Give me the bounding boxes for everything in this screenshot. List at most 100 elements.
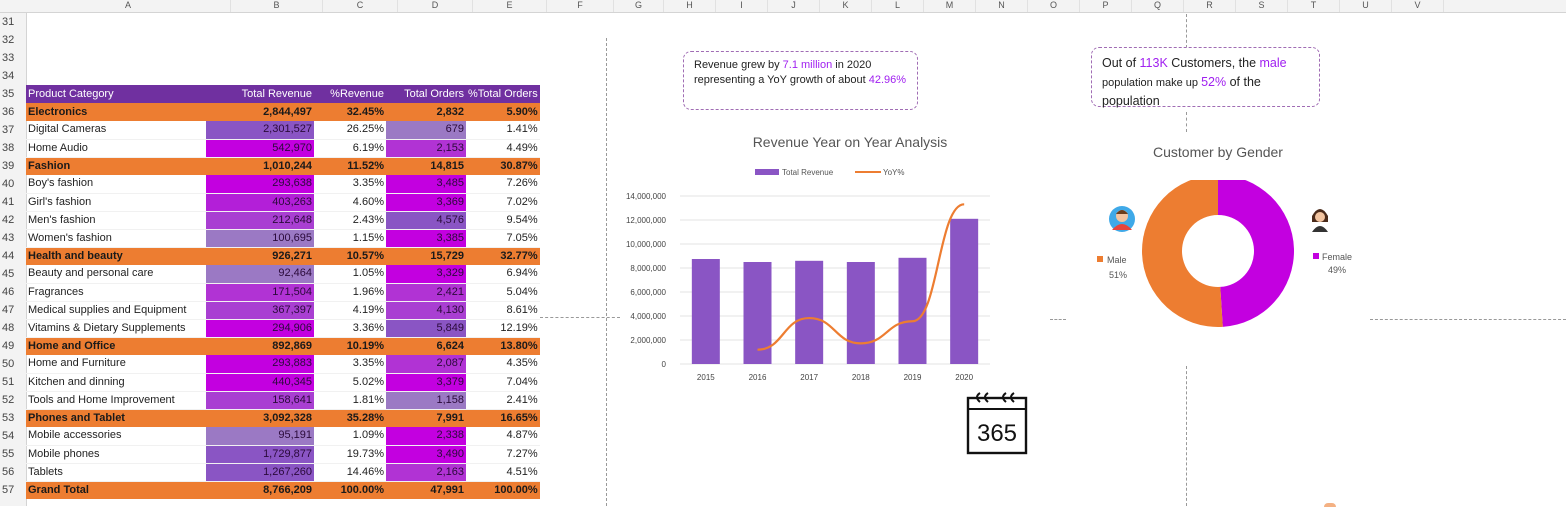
header-total-orders[interactable]: Total Orders	[386, 85, 466, 103]
column-header-n[interactable]: N	[976, 0, 1028, 12]
cell-pct-orders[interactable]: 4.35%	[466, 355, 540, 374]
cell-pct-revenue[interactable]: 4.60%	[314, 193, 386, 212]
cell-pct-orders[interactable]: 2.41%	[466, 391, 540, 410]
cell-pct-revenue[interactable]: 2.43%	[314, 211, 386, 230]
header-pct-revenue[interactable]: %Revenue	[314, 85, 386, 103]
cell-category[interactable]: Phones and Tablet	[26, 409, 206, 427]
header-pct-orders[interactable]: %Total Orders	[466, 85, 540, 103]
cell-pct-orders[interactable]: 7.05%	[466, 229, 540, 248]
cell-pct-orders[interactable]: 16.65%	[466, 409, 540, 427]
cell-category[interactable]: Grand Total	[26, 481, 206, 499]
cell-category[interactable]: Women's fashion	[26, 229, 206, 248]
cell-orders[interactable]: 7,991	[386, 409, 466, 427]
cell-category[interactable]: Fragrances	[26, 283, 206, 302]
cell-pct-revenue[interactable]: 5.02%	[314, 373, 386, 392]
cell-category[interactable]: Beauty and personal care	[26, 265, 206, 284]
cell-pct-revenue[interactable]: 3.36%	[314, 319, 386, 338]
cell-revenue[interactable]: 1,010,244	[206, 157, 314, 175]
cell-category[interactable]: Tablets	[26, 463, 206, 482]
row-header[interactable]: 50	[2, 358, 15, 370]
cell-pct-revenue[interactable]: 19.73%	[314, 445, 386, 464]
cell-pct-orders[interactable]: 9.54%	[466, 211, 540, 230]
cell-pct-orders[interactable]: 100.00%	[466, 481, 540, 499]
cell-revenue[interactable]: 2,844,497	[206, 103, 314, 121]
cell-revenue[interactable]: 1,267,260	[206, 463, 314, 482]
column-header-i[interactable]: I	[716, 0, 768, 12]
cell-pct-orders[interactable]: 8.61%	[466, 301, 540, 320]
cell-category[interactable]: Girl's fashion	[26, 193, 206, 212]
cell-revenue[interactable]: 3,092,328	[206, 409, 314, 427]
cell-category[interactable]: Boy's fashion	[26, 175, 206, 194]
cell-pct-orders[interactable]: 7.27%	[466, 445, 540, 464]
cell-pct-revenue[interactable]: 100.00%	[314, 481, 386, 499]
cell-pct-orders[interactable]: 7.04%	[466, 373, 540, 392]
row-header[interactable]: 46	[2, 286, 15, 298]
cell-revenue[interactable]: 926,271	[206, 247, 314, 265]
cell-orders[interactable]: 2,421	[386, 283, 466, 302]
revenue-chart[interactable]: Total Revenue YoY% 0 2,000,000 4,000,000 6,00…	[610, 160, 1010, 390]
cell-pct-revenue[interactable]: 32.45%	[314, 103, 386, 121]
cell-pct-orders[interactable]: 4.49%	[466, 139, 540, 158]
row-header[interactable]: 53	[2, 412, 15, 424]
column-header-t[interactable]: T	[1288, 0, 1340, 12]
cell-pct-orders[interactable]: 4.87%	[466, 427, 540, 446]
cell-pct-revenue[interactable]: 6.19%	[314, 139, 386, 158]
row-header[interactable]: 31	[2, 16, 15, 28]
cell-category[interactable]: Tools and Home Improvement	[26, 391, 206, 410]
row-header[interactable]: 51	[2, 376, 15, 388]
row-header[interactable]: 52	[2, 394, 15, 406]
row-header[interactable]: 36	[2, 106, 15, 118]
cell-category[interactable]: Kitchen and dinning	[26, 373, 206, 392]
column-header-f[interactable]: F	[547, 0, 614, 12]
cell-revenue[interactable]: 8,766,209	[206, 481, 314, 499]
row-header[interactable]: 47	[2, 304, 15, 316]
cell-pct-revenue[interactable]: 1.81%	[314, 391, 386, 410]
cell-category[interactable]: Home and Furniture	[26, 355, 206, 374]
cell-category[interactable]: Electronics	[26, 103, 206, 121]
cell-pct-orders[interactable]: 7.02%	[466, 193, 540, 212]
customer-callout[interactable]: Out of 113K Customers, the male populati…	[1091, 47, 1320, 108]
row-header[interactable]: 38	[2, 142, 15, 154]
column-header-s[interactable]: S	[1236, 0, 1288, 12]
cell-orders[interactable]: 2,153	[386, 139, 466, 158]
gender-chart[interactable]: Male 51% Female 49%	[1090, 180, 1360, 330]
cell-revenue[interactable]: 293,638	[206, 175, 314, 194]
cell-pct-orders[interactable]: 5.90%	[466, 103, 540, 121]
cell-category[interactable]: Mobile phones	[26, 445, 206, 464]
cell-orders[interactable]: 679	[386, 121, 466, 140]
cell-revenue[interactable]: 293,883	[206, 355, 314, 374]
column-header-h[interactable]: H	[664, 0, 716, 12]
row-header[interactable]: 41	[2, 196, 15, 208]
cell-orders[interactable]: 1,158	[386, 391, 466, 410]
column-header-b[interactable]: B	[231, 0, 323, 12]
row-header[interactable]: 54	[2, 430, 15, 442]
cell-orders[interactable]: 4,130	[386, 301, 466, 320]
cell-revenue[interactable]: 158,641	[206, 391, 314, 410]
pivot-table[interactable]: Product Category Total Revenue %Revenue …	[26, 85, 540, 499]
cell-orders[interactable]: 14,815	[386, 157, 466, 175]
cell-revenue[interactable]: 92,464	[206, 265, 314, 284]
row-header[interactable]: 49	[2, 340, 15, 352]
cell-revenue[interactable]: 294,906	[206, 319, 314, 338]
column-header-d[interactable]: D	[398, 0, 473, 12]
cell-pct-orders[interactable]: 30.87%	[466, 157, 540, 175]
cell-revenue[interactable]: 100,695	[206, 229, 314, 248]
cell-pct-orders[interactable]: 6.94%	[466, 265, 540, 284]
row-header[interactable]: 45	[2, 268, 15, 280]
cell-orders[interactable]: 2,338	[386, 427, 466, 446]
header-total-revenue[interactable]: Total Revenue	[206, 85, 314, 103]
column-header-a[interactable]: A	[26, 0, 231, 12]
column-header-o[interactable]: O	[1028, 0, 1080, 12]
cell-revenue[interactable]: 212,648	[206, 211, 314, 230]
cell-orders[interactable]: 5,849	[386, 319, 466, 338]
cell-orders[interactable]: 3,369	[386, 193, 466, 212]
cell-pct-revenue[interactable]: 1.15%	[314, 229, 386, 248]
cell-pct-orders[interactable]: 32.77%	[466, 247, 540, 265]
cell-category[interactable]: Health and beauty	[26, 247, 206, 265]
cell-orders[interactable]: 3,379	[386, 373, 466, 392]
column-header-g[interactable]: G	[614, 0, 664, 12]
cell-category[interactable]: Home and Office	[26, 337, 206, 355]
cell-pct-revenue[interactable]: 1.09%	[314, 427, 386, 446]
cell-pct-orders[interactable]: 13.80%	[466, 337, 540, 355]
